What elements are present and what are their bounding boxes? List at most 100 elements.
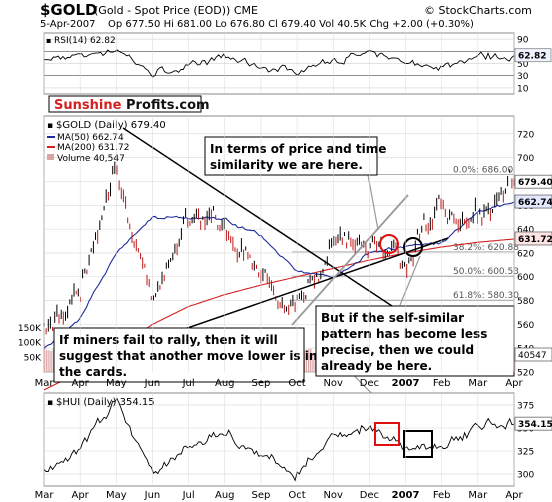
brand-profits: Profits.com — [126, 98, 210, 113]
annotation-left-line: If miners fail to rally, then it will — [59, 333, 278, 347]
x-tick-label-top: 2007 — [392, 378, 420, 389]
x-tick-label-top: Oct — [288, 378, 305, 389]
header-date: 5-Apr-2007 — [40, 19, 96, 30]
hui-line — [43, 397, 515, 482]
annotation-top: In terms of price and time similarity we … — [210, 142, 386, 172]
volume-legend-swatch — [47, 154, 54, 160]
ma50-last-value: 662.74 — [518, 198, 552, 208]
rsi-tick-label: 50 — [517, 60, 529, 70]
ma50-legend-label: MA(50) 662.74 — [57, 133, 124, 143]
header-name: (Gold - Spot Price (EOD)) CME — [94, 4, 258, 17]
volume-bar — [312, 354, 314, 372]
volume-bar — [308, 349, 310, 372]
x-tick-label-top: Sep — [251, 378, 270, 389]
x-tick-label-bottom: Jun — [144, 490, 161, 501]
hui-black-box — [403, 430, 433, 458]
annotation-top-line: In terms of price and time — [210, 142, 386, 156]
rsi-tick-label: 30 — [517, 72, 529, 82]
annotation-right-line: pattern has become less — [321, 327, 487, 341]
x-tick-label-top: May — [106, 378, 127, 389]
x-tick-label-top: Jun — [144, 378, 161, 389]
x-tick-label-top: Mar — [35, 378, 55, 389]
black-circle-marker — [403, 237, 423, 257]
price-tick-label: 720 — [517, 130, 534, 140]
annotation-top-line: similarity we are here. — [210, 158, 363, 172]
rsi-tick-label: 10 — [517, 84, 529, 94]
fib-label: 50.0%: 600.53 — [453, 267, 519, 277]
rsi-legend-marker: ▪ — [46, 36, 51, 45]
hui-last-box — [514, 416, 552, 431]
downtrend-line — [122, 127, 393, 307]
rsi-line — [43, 49, 515, 78]
volume-tick-label: 100K — [18, 339, 42, 349]
header-quote: Op 677.50 Hi 681.00 Lo 676.80 Cl 679.40 … — [108, 19, 474, 30]
price-tick-label: 520 — [517, 369, 534, 379]
volume-last-box — [514, 347, 552, 362]
volume-bar — [310, 348, 312, 372]
pointer-line-right — [399, 255, 421, 306]
x-tick-label-top: Dec — [360, 378, 379, 389]
hui-red-box — [374, 422, 400, 446]
volume-legend-label: Volume 40,547 — [57, 154, 125, 164]
volume-bar — [305, 350, 308, 372]
ma200-legend-label: MA(200) 631.72 — [57, 143, 129, 153]
fib-label: 61.8%: 580.30 — [453, 291, 519, 301]
volume-bar — [52, 349, 54, 372]
x-tick-label-top: Mar — [468, 378, 488, 389]
x-tick-label-top: Apr — [71, 378, 89, 389]
price-tick-label: 560 — [517, 321, 534, 331]
price-tick-label: 600 — [517, 273, 534, 283]
brand-box — [48, 95, 202, 113]
price-tick-label: 580 — [517, 297, 534, 307]
x-tick-label-bottom: Mar — [468, 490, 488, 501]
hui-legend-marker: ▪ — [47, 398, 53, 408]
annotation-left-line: the cards. — [59, 365, 127, 379]
price-last-value-box — [514, 174, 552, 189]
price-tick-label: 700 — [517, 154, 534, 164]
volume-last-value: 40547 — [518, 351, 547, 361]
volume-bar — [48, 350, 50, 372]
hui-label: $HUI (Daily) 354.15 — [56, 397, 155, 408]
price-tick-label: 620 — [517, 249, 534, 259]
hui-panel — [43, 392, 515, 487]
annotation-right-line: But if the self-similar — [321, 311, 464, 325]
ma200-last-value-box — [514, 231, 552, 246]
brand-sunshine: Sunshine — [54, 98, 122, 113]
x-tick-label-bottom: Feb — [433, 490, 451, 501]
x-tick-label-top: Jul — [182, 378, 195, 389]
price-legend-main: $GOLD (Daily) 679.40 — [56, 120, 166, 131]
x-tick-label-bottom: Sep — [251, 490, 270, 501]
rsi-label: RSI(14) 62.82 — [54, 36, 116, 46]
x-tick-label-bottom: 2007 — [392, 490, 420, 501]
annotation-right-line: precise, then we could — [321, 343, 474, 357]
volume-tick-label: 50K — [24, 354, 42, 364]
x-tick-label-bottom: Apr — [505, 490, 523, 501]
price-tick-label: 640 — [517, 226, 534, 236]
volume-bar — [44, 343, 46, 372]
ma50-last-value-box — [514, 194, 552, 209]
annotation-right-line: already be here. — [321, 359, 432, 373]
header-ticker: $GOLD — [40, 1, 98, 19]
x-tick-label-top: Feb — [433, 378, 451, 389]
hui-tick-label: 375 — [517, 401, 534, 411]
hui-tick-label: 325 — [517, 448, 534, 458]
x-tick-label-bottom: Mar — [35, 490, 55, 501]
rsi-last-box — [514, 48, 552, 63]
rsi-tick-label: 90 — [517, 36, 529, 46]
x-tick-label-bottom: Oct — [288, 490, 305, 501]
header-source: © StockCharts.com — [424, 4, 532, 17]
x-tick-label-bottom: May — [106, 490, 127, 501]
x-tick-label-bottom: Aug — [215, 490, 235, 501]
hui-last-value: 354.15 — [518, 420, 552, 430]
annotation-right-box — [315, 305, 515, 377]
volume-bar — [514, 359, 516, 372]
volume-bar — [46, 350, 48, 372]
x-tick-label-bottom: Jul — [182, 490, 195, 501]
fib-label: 0.0%: 686.00 — [453, 165, 514, 175]
x-tick-label-bottom: Apr — [71, 490, 89, 501]
x-tick-label-top: Aug — [215, 378, 235, 389]
hui-tick-label: 300 — [517, 471, 534, 481]
price-last-value: 679.40 — [518, 178, 552, 188]
gray-trend-line — [291, 194, 409, 326]
